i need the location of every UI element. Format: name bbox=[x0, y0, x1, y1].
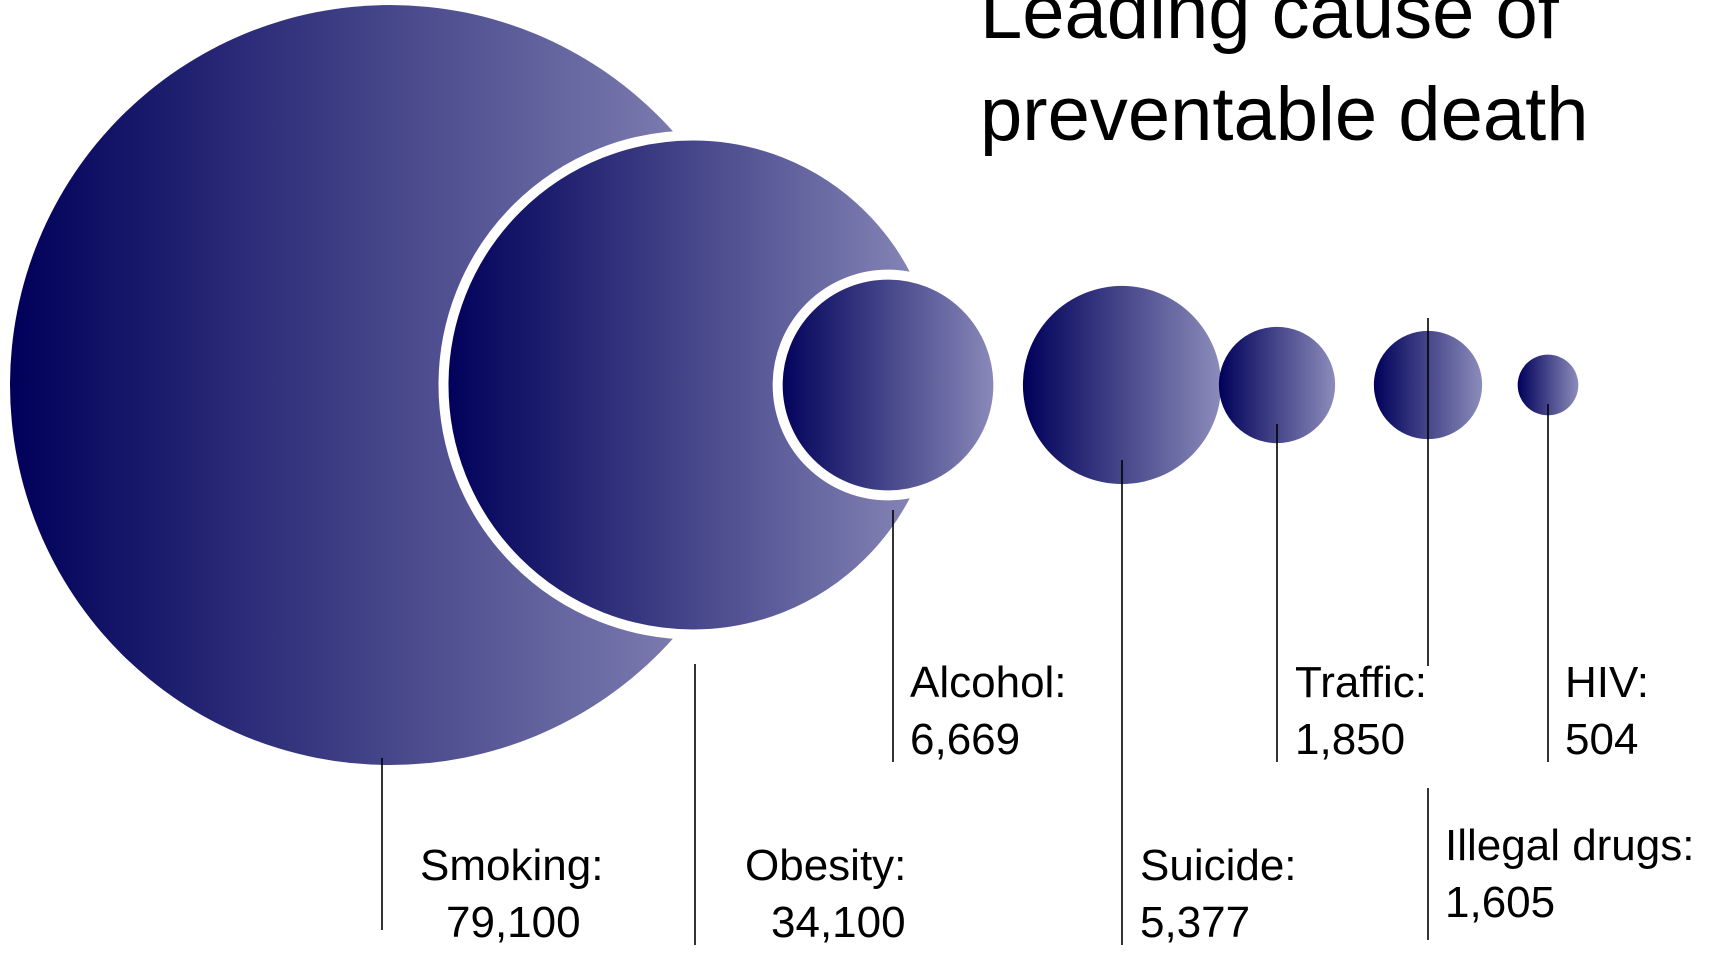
value-label-obesity: 34,100 bbox=[771, 898, 906, 947]
label-smoking: Smoking: bbox=[420, 841, 603, 890]
value-label-smoking: 79,100 bbox=[446, 898, 581, 947]
leader-lines-layer bbox=[381, 318, 1549, 945]
label-obesity: Obesity: bbox=[745, 841, 906, 890]
bubble-hiv bbox=[1517, 354, 1579, 416]
value-label-alcohol: 6,669 bbox=[910, 715, 1020, 764]
chart-title-line-1: Leading cause of bbox=[980, 0, 1560, 55]
value-label-suicide: 5,377 bbox=[1140, 898, 1250, 947]
value-label-traffic: 1,850 bbox=[1295, 715, 1405, 764]
bubble-traffic bbox=[1218, 326, 1336, 444]
value-label-hiv: 504 bbox=[1565, 715, 1638, 764]
label-alcohol: Alcohol: bbox=[910, 658, 1067, 707]
label-hiv: HIV: bbox=[1565, 658, 1649, 707]
bubble-alcohol bbox=[772, 269, 1004, 501]
bubble-suicide bbox=[1022, 285, 1222, 485]
chart-title-line-2: preventable death bbox=[980, 72, 1588, 157]
labels-layer: Smoking: 79,100 Obesity: 34,100 Alcohol: 6,66… bbox=[420, 658, 1694, 947]
label-suicide: Suicide: bbox=[1140, 841, 1297, 890]
value-label-illegal-drugs: 1,605 bbox=[1445, 878, 1555, 927]
label-traffic: Traffic: bbox=[1295, 658, 1427, 707]
label-illegal-drugs: Illegal drugs: bbox=[1445, 821, 1694, 870]
